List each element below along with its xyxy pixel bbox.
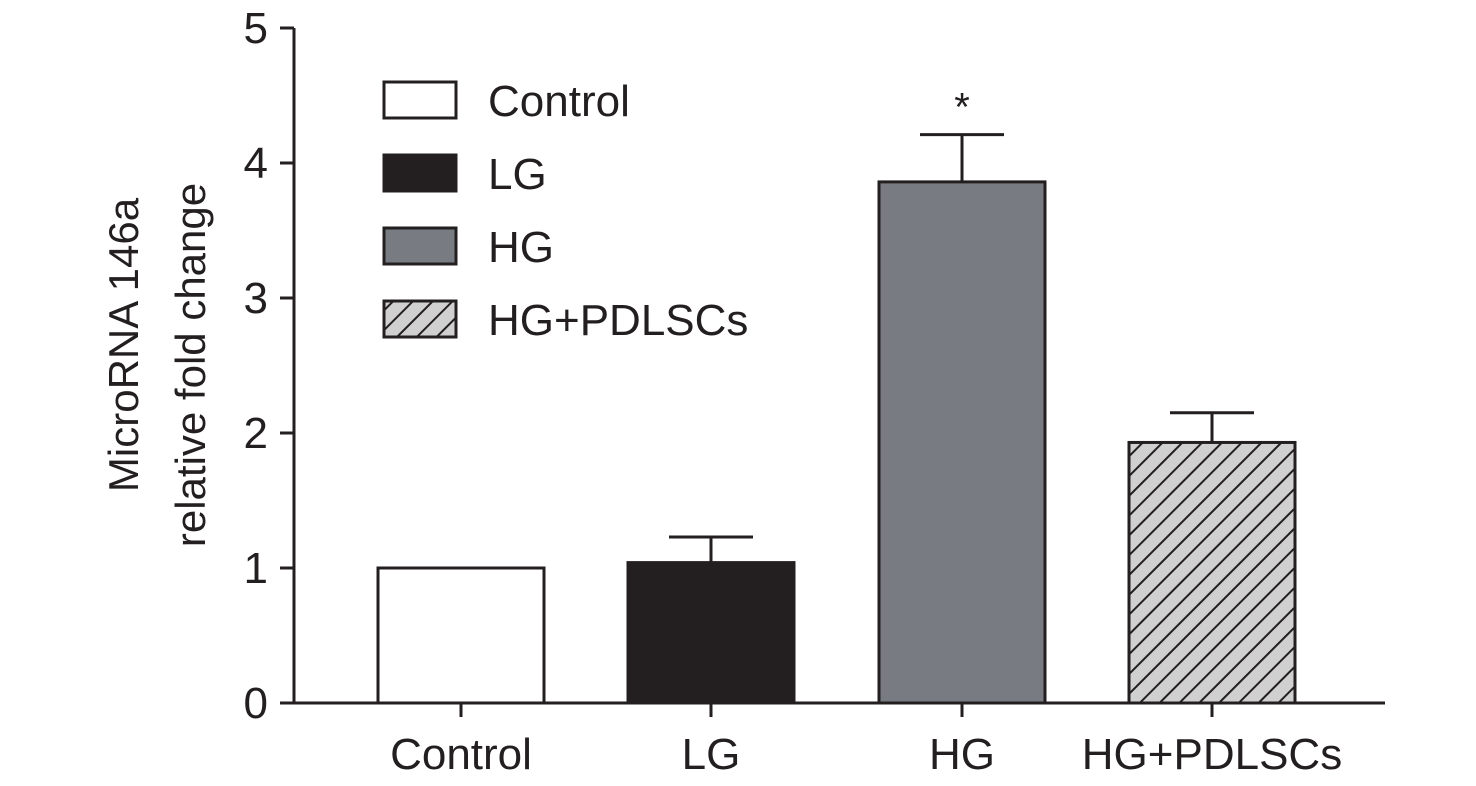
legend-swatch-hg-pdlscs <box>382 299 458 339</box>
bar-lg <box>626 561 796 705</box>
legend-label-control: Control <box>488 77 630 126</box>
legend-label-hg-pdlscs: HG+PDLSCs <box>488 296 748 345</box>
y-tick-label-4: 4 <box>244 139 268 188</box>
annotations-group: * <box>954 86 970 130</box>
y-axis-label-line-1: MicroRNA 146a <box>100 197 147 492</box>
y-axis-label: MicroRNA 146a relative fold change <box>100 183 214 547</box>
legend-swatch-control <box>382 80 458 120</box>
x-tick-label-hg-pdlscs: HG+PDLSCs <box>1082 730 1342 779</box>
y-tick-label-0: 0 <box>244 679 268 728</box>
bar-control <box>376 566 546 705</box>
legend-label-hg: HG <box>488 223 554 272</box>
x-tick-label-hg: HG <box>929 730 995 779</box>
y-tick-label-1: 1 <box>244 544 268 593</box>
legend: Control LG HG HG+PDLSCs <box>382 77 748 345</box>
x-tick-label-control: Control <box>390 730 532 779</box>
bar-hg <box>877 180 1047 705</box>
y-tick-label-5: 5 <box>244 4 268 53</box>
y-tick-label-3: 3 <box>244 274 268 323</box>
y-axis-label-line-2: relative fold change <box>167 183 214 547</box>
y-tick-label-2: 2 <box>244 409 268 458</box>
x-tick-label-lg: LG <box>682 730 741 779</box>
legend-swatch-lg <box>382 153 458 193</box>
axes-group: 0 1 2 3 4 5 Control LG HG HG+PDLSCs <box>244 4 1385 779</box>
significance-marker-hg: * <box>954 86 970 130</box>
legend-swatch-hg <box>382 226 458 266</box>
legend-label-lg: LG <box>488 150 547 199</box>
bar-hg-pdlscs <box>1127 440 1297 705</box>
error-bars-group <box>669 133 1254 563</box>
